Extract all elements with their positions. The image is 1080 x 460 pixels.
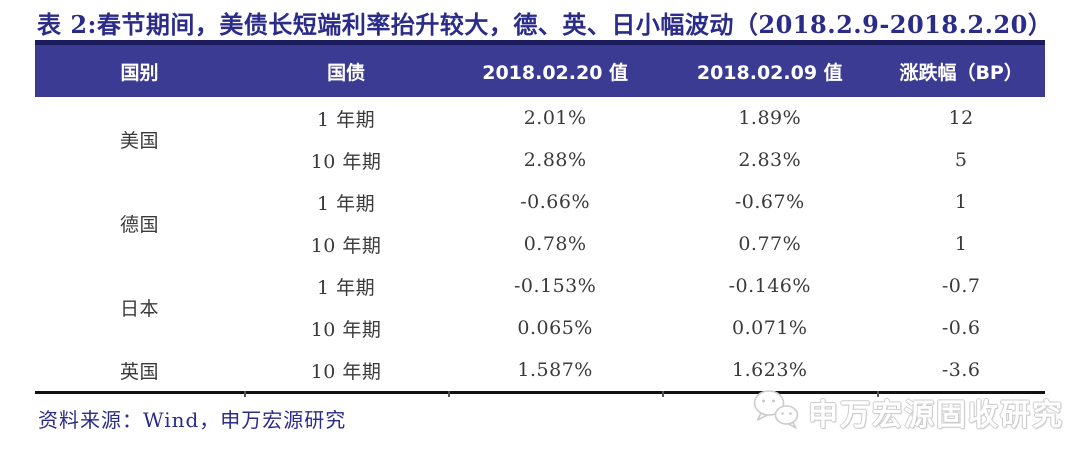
cell-tenor: 10 年期 bbox=[310, 150, 382, 173]
table-header: 国别 国债 2018.02.20 值 2018.02.09 值 涨跌幅（BP） bbox=[35, 40, 1045, 97]
header-row: 国别 国债 2018.02.20 值 2018.02.09 值 涨跌幅（BP） bbox=[35, 40, 1045, 97]
cell-tenor: 10 年期 bbox=[310, 360, 382, 383]
column-header-value-0220: 2018.02.20 值 bbox=[448, 40, 663, 97]
cell-value: 1.89% bbox=[738, 107, 802, 129]
table-body: 美国 1 年期 2.01% 1.89% 12 10 年期 2.88% 2.83%… bbox=[35, 97, 1045, 393]
cell-change: 5 bbox=[954, 149, 968, 171]
cell-country: 日本 bbox=[120, 297, 160, 320]
column-divider-tick bbox=[448, 391, 450, 397]
cell-value: 0.065% bbox=[517, 317, 593, 339]
table-row: 美国 1 年期 2.01% 1.89% 12 bbox=[35, 97, 1045, 152]
cell-value: 2.88% bbox=[523, 149, 587, 171]
cell-change: 1 bbox=[954, 233, 968, 255]
cell-tenor: 1 年期 bbox=[317, 108, 376, 131]
cell-value: 0.071% bbox=[732, 317, 808, 339]
column-header-value-0209: 2018.02.09 值 bbox=[662, 40, 878, 97]
cell-change: -0.7 bbox=[941, 275, 981, 297]
column-divider-tick bbox=[244, 391, 246, 397]
column-divider-tick bbox=[662, 391, 664, 397]
cell-tenor: 10 年期 bbox=[310, 318, 382, 341]
cell-country: 英国 bbox=[120, 360, 160, 383]
cell-value: 1.623% bbox=[732, 359, 808, 381]
cell-value: 1.587% bbox=[517, 359, 593, 381]
cell-change: -3.6 bbox=[941, 359, 981, 381]
table-title: 表 2:春节期间，美债长短端利率抬升较大，德、英、日小幅波动（2018.2.9-… bbox=[37, 10, 1053, 39]
column-header-bond: 国债 bbox=[244, 40, 449, 97]
rates-table: 国别 国债 2018.02.20 值 2018.02.09 值 涨跌幅（BP） … bbox=[35, 40, 1045, 394]
table-row: 10 年期 0.78% 0.77% 1 bbox=[35, 223, 1045, 265]
cell-change: 12 bbox=[948, 107, 974, 129]
cell-value: 0.78% bbox=[523, 233, 587, 255]
cell-tenor: 1 年期 bbox=[317, 192, 376, 215]
cell-country: 美国 bbox=[120, 129, 160, 152]
cell-tenor: 1 年期 bbox=[317, 276, 376, 299]
watermark: 申万宏源固收研究 bbox=[752, 388, 1064, 436]
table-row: 10 年期 2.88% 2.83% 5 bbox=[35, 139, 1045, 181]
column-divider-tick bbox=[877, 391, 879, 397]
table-row: 德国 1 年期 -0.66% -0.67% 1 bbox=[35, 181, 1045, 236]
cell-change: 1 bbox=[954, 191, 968, 213]
table-row: 英国 10 年期 1.587% 1.623% -3.6 bbox=[35, 349, 1045, 393]
cell-country: 德国 bbox=[120, 213, 160, 236]
watermark-text: 申万宏源固收研究 bbox=[808, 398, 1064, 433]
cell-value: 0.77% bbox=[738, 233, 802, 255]
cell-value: -0.67% bbox=[734, 191, 805, 213]
table-row: 10 年期 0.065% 0.071% -0.6 bbox=[35, 307, 1045, 349]
column-header-change-bp: 涨跌幅（BP） bbox=[877, 40, 1045, 97]
cell-tenor: 10 年期 bbox=[310, 234, 382, 257]
wechat-chat-bubbles-icon bbox=[752, 388, 802, 436]
table-row: 日本 1 年期 -0.153% -0.146% -0.7 bbox=[35, 265, 1045, 320]
cell-value: 2.01% bbox=[523, 107, 587, 129]
cell-value: -0.146% bbox=[728, 275, 811, 297]
source-note: 资料来源：Wind，申万宏源研究 bbox=[38, 408, 347, 432]
cell-change: -0.6 bbox=[941, 317, 981, 339]
cell-value: -0.153% bbox=[513, 275, 597, 297]
column-header-country: 国别 bbox=[35, 40, 245, 97]
cell-value: 2.83% bbox=[738, 149, 802, 171]
cell-value: -0.66% bbox=[520, 191, 591, 213]
